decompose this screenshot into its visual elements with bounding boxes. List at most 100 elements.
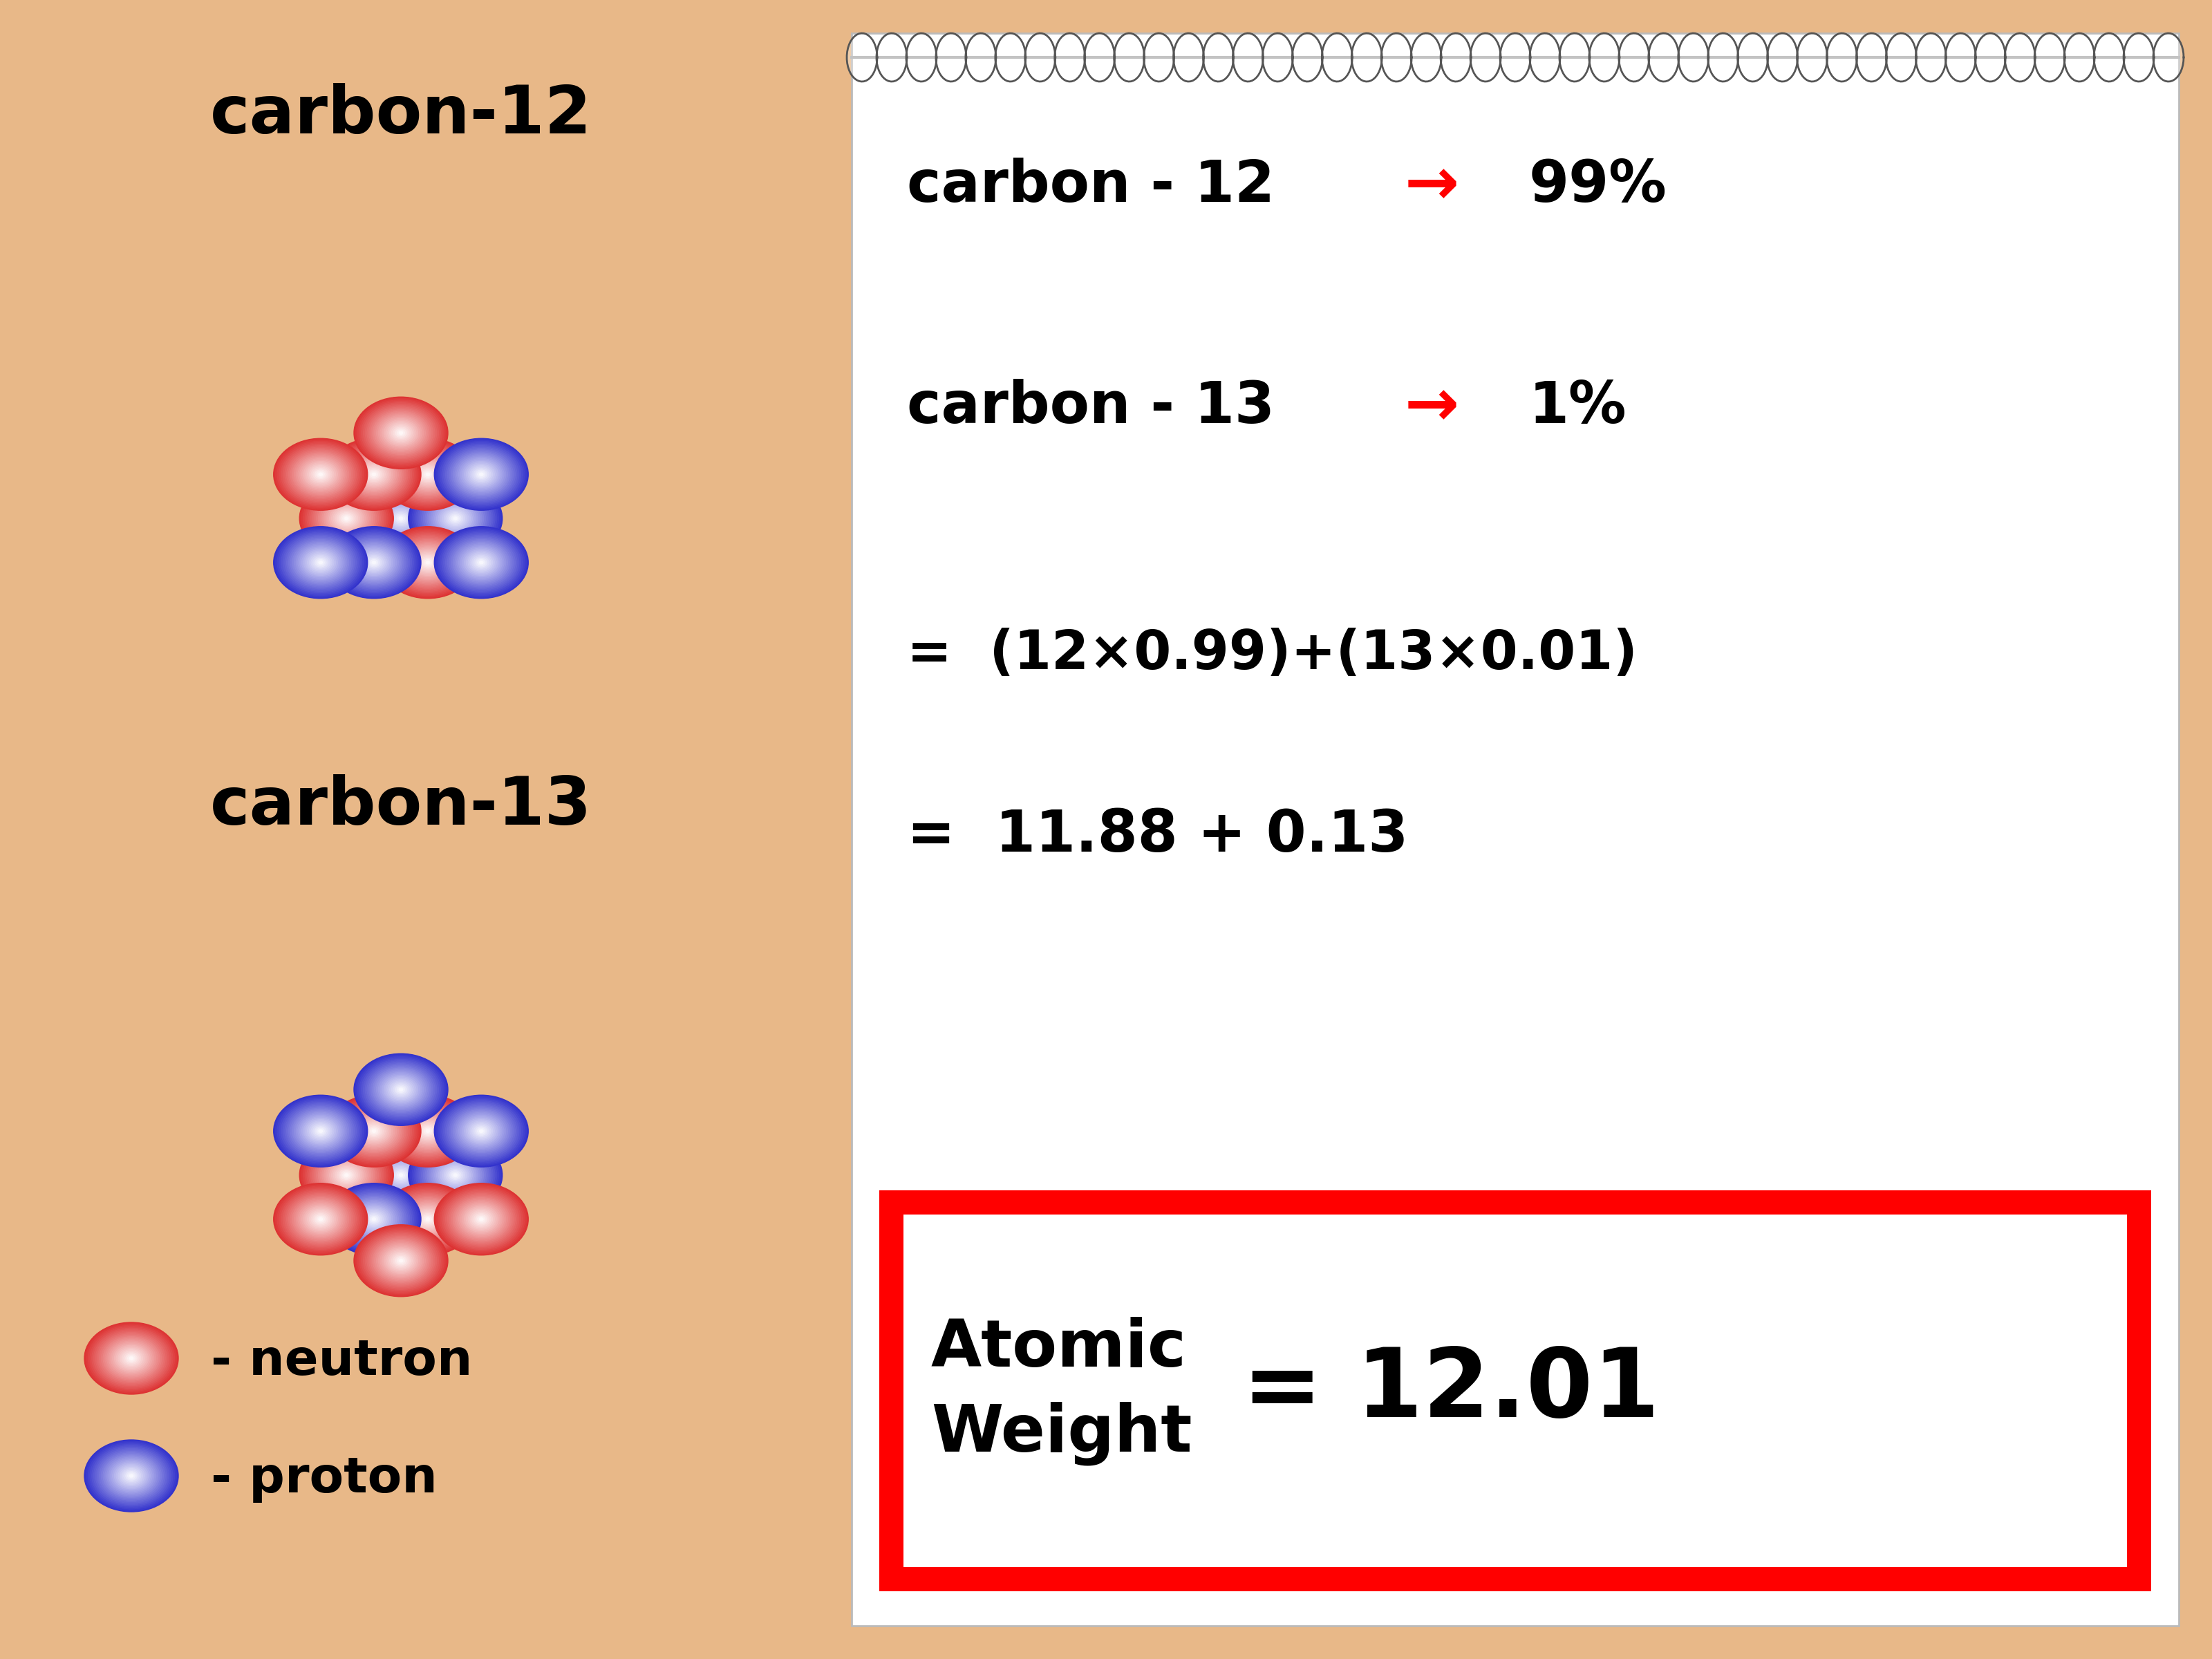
Ellipse shape [301,1141,392,1209]
Ellipse shape [338,1191,409,1246]
Ellipse shape [310,489,385,547]
Ellipse shape [462,547,500,577]
Ellipse shape [398,1088,403,1092]
Polygon shape [1115,33,1144,81]
Ellipse shape [380,438,476,511]
Ellipse shape [394,1083,409,1095]
Ellipse shape [422,1150,489,1201]
Ellipse shape [394,513,409,524]
Ellipse shape [383,1075,420,1103]
Ellipse shape [119,1350,142,1367]
Ellipse shape [119,1467,142,1485]
Ellipse shape [469,465,495,484]
Ellipse shape [372,1153,429,1196]
Polygon shape [1352,33,1382,81]
Ellipse shape [480,1218,482,1221]
Ellipse shape [374,1070,427,1110]
Ellipse shape [372,410,431,456]
Ellipse shape [314,494,378,542]
Ellipse shape [301,484,392,552]
Ellipse shape [445,1103,518,1158]
Ellipse shape [347,1199,400,1239]
Polygon shape [936,33,967,81]
Ellipse shape [427,561,429,564]
Ellipse shape [469,554,493,571]
Ellipse shape [460,458,502,489]
Ellipse shape [440,1100,522,1163]
Ellipse shape [338,513,354,524]
Ellipse shape [392,426,411,440]
Ellipse shape [376,499,425,538]
Ellipse shape [380,416,422,448]
Ellipse shape [361,465,387,484]
Ellipse shape [296,1113,345,1150]
Ellipse shape [332,1188,416,1251]
Ellipse shape [319,498,374,541]
Ellipse shape [434,1183,529,1256]
Ellipse shape [332,1186,418,1253]
Polygon shape [907,33,936,81]
Ellipse shape [467,1120,495,1143]
Polygon shape [1263,33,1292,81]
Ellipse shape [409,1117,447,1145]
Ellipse shape [429,1155,482,1194]
Ellipse shape [438,1163,473,1188]
Polygon shape [1144,33,1175,81]
Ellipse shape [385,441,471,508]
Polygon shape [2124,33,2154,81]
Ellipse shape [332,531,416,594]
Ellipse shape [363,489,438,547]
Ellipse shape [285,1103,356,1158]
Ellipse shape [325,1160,367,1191]
Ellipse shape [438,1098,524,1165]
Polygon shape [995,33,1026,81]
Ellipse shape [363,1123,385,1140]
Ellipse shape [442,1190,520,1249]
Ellipse shape [354,483,447,554]
Ellipse shape [458,456,507,493]
Ellipse shape [97,1450,166,1501]
Ellipse shape [358,486,445,551]
Ellipse shape [354,547,394,579]
Ellipse shape [380,526,476,599]
Ellipse shape [312,468,330,481]
Ellipse shape [117,1349,144,1369]
Ellipse shape [126,1354,137,1362]
Ellipse shape [341,1105,407,1156]
Ellipse shape [416,488,495,549]
Ellipse shape [456,1199,507,1239]
Polygon shape [876,33,907,81]
Ellipse shape [396,428,407,438]
Ellipse shape [292,453,349,496]
Ellipse shape [396,1194,460,1244]
Ellipse shape [398,1259,403,1262]
Ellipse shape [292,1110,349,1153]
Ellipse shape [369,471,378,478]
Ellipse shape [438,506,473,531]
Ellipse shape [460,1203,502,1234]
Ellipse shape [336,1191,411,1248]
Ellipse shape [294,542,347,582]
Ellipse shape [307,1145,385,1206]
Ellipse shape [310,1211,332,1228]
Ellipse shape [343,451,405,498]
Ellipse shape [445,536,518,591]
Ellipse shape [440,508,471,529]
Ellipse shape [356,1141,447,1209]
Ellipse shape [478,471,484,478]
Ellipse shape [376,1243,425,1279]
Ellipse shape [398,1087,405,1093]
Ellipse shape [387,1080,414,1100]
Ellipse shape [380,1095,476,1166]
Ellipse shape [374,1155,427,1194]
Ellipse shape [352,1201,396,1236]
Ellipse shape [374,1241,427,1281]
Ellipse shape [385,529,471,596]
Ellipse shape [327,504,365,533]
Ellipse shape [438,1186,524,1253]
Ellipse shape [387,1188,469,1251]
Ellipse shape [398,516,405,521]
Ellipse shape [106,1457,155,1495]
Ellipse shape [392,1103,465,1158]
Ellipse shape [376,1156,425,1194]
